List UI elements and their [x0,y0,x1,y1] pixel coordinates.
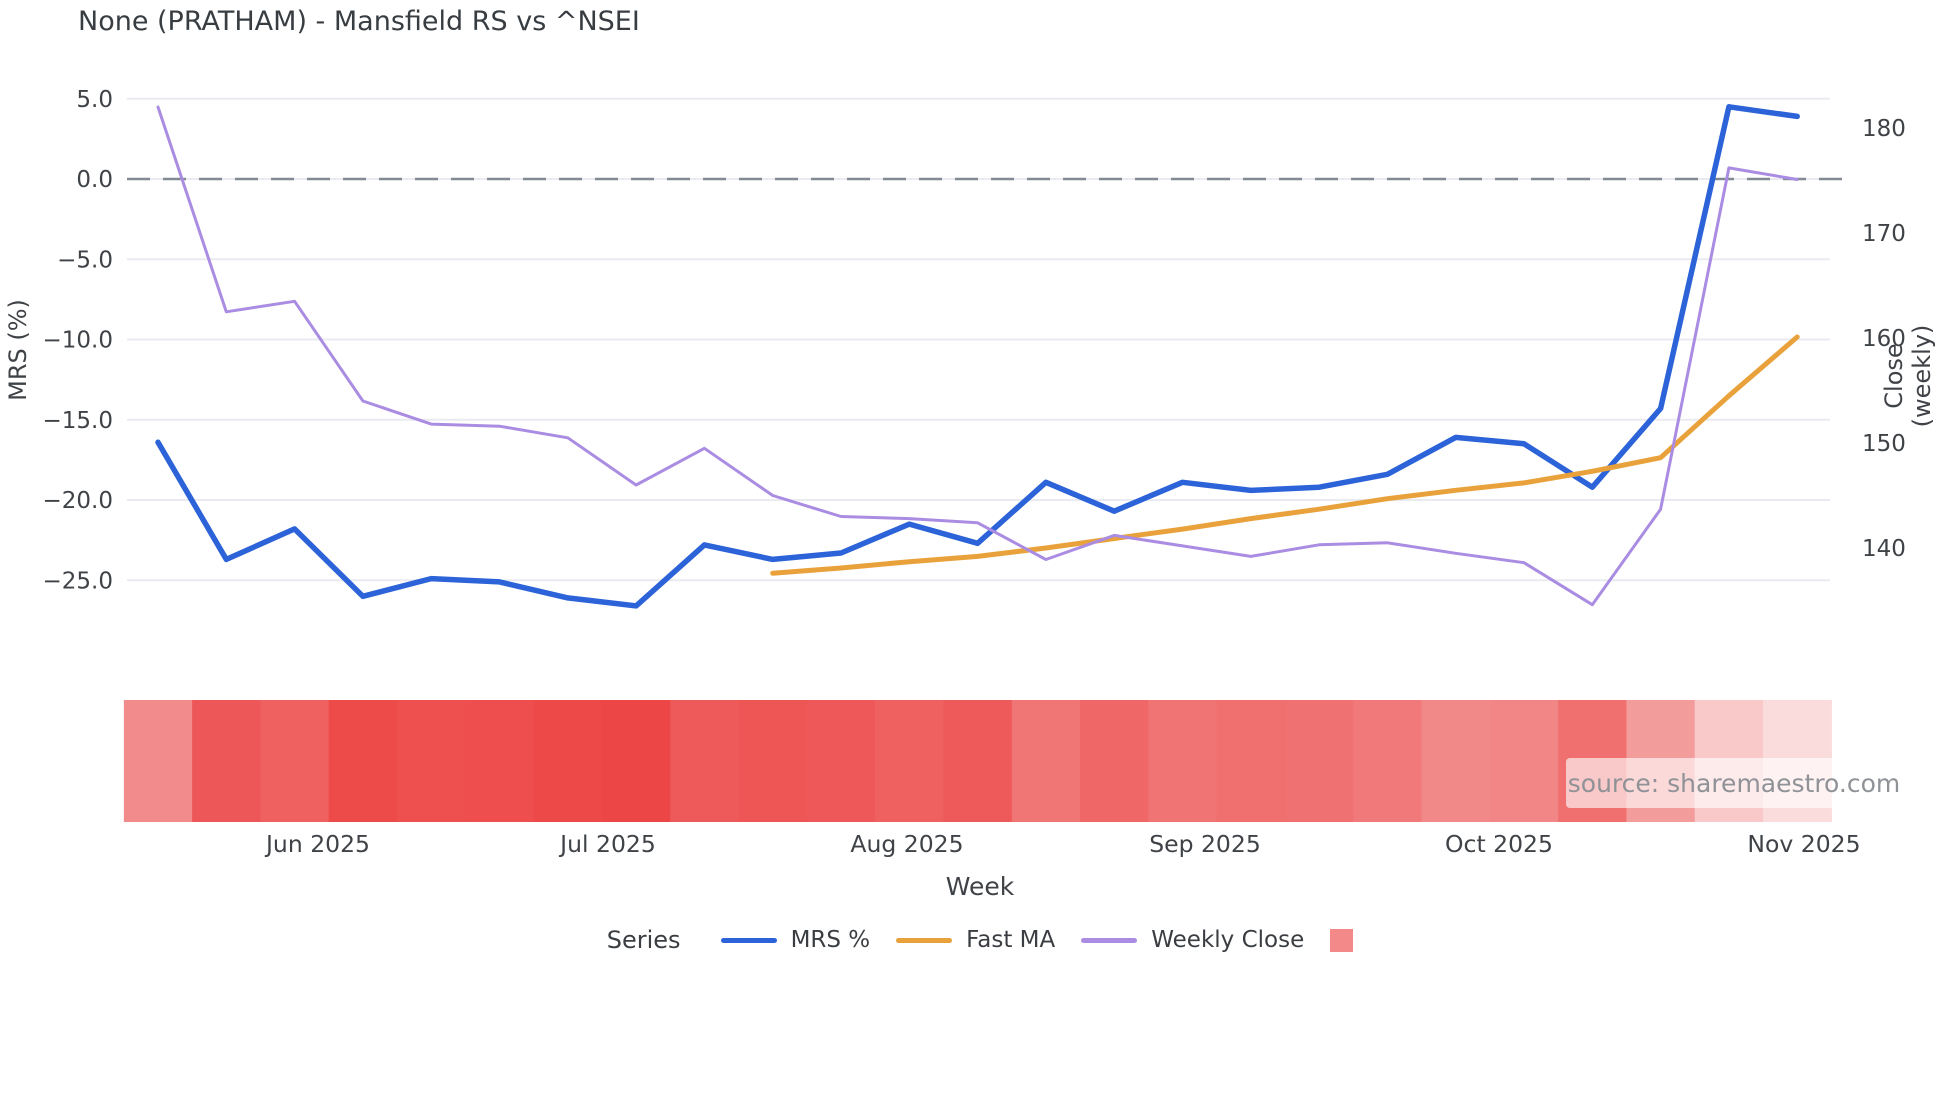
svg-text:5.0: 5.0 [76,87,113,113]
series-lines [155,104,1800,609]
svg-text:150: 150 [1862,431,1906,457]
x-axis-title: Week [945,872,1015,901]
svg-text:−25.0: −25.0 [43,568,113,594]
svg-text:−10.0: −10.0 [43,328,113,354]
y-axis-left-tick-labels: 5.0 0.0 −5.0 −10.0 −15.0 −20.0 −25.0 [43,87,113,595]
svg-text:170: 170 [1862,221,1906,247]
legend-line-swatch-icon [896,937,953,943]
svg-text:180: 180 [1862,116,1906,142]
legend-item-label: MRS % [790,927,871,953]
legend-item-heatmap[interactable] [1330,928,1354,952]
legend-item-label: Weekly Close [1151,927,1305,953]
legend-item-mrs-[interactable]: MRS % [720,927,871,953]
chart-title: None (PRATHAM) - Mansfield RS vs ^NSEI [78,6,640,37]
legend-item-fast-ma[interactable]: Fast MA [896,927,1055,953]
svg-text:0.0: 0.0 [76,167,113,193]
svg-text:Sep 2025: Sep 2025 [1149,830,1261,858]
source-text: source: sharemaestro.com [1567,768,1901,798]
legend-line-swatch-icon [720,937,777,943]
legend-square-swatch-icon [1330,928,1354,952]
y-axis-right-tick-labels: 180 170 160 150 140 [1862,116,1906,562]
source-watermark: source: sharemaestro.com [1566,758,1902,808]
svg-text:−15.0: −15.0 [43,408,113,434]
legend-line-swatch-icon [1081,937,1138,943]
legend-item-weekly-close[interactable]: Weekly Close [1081,927,1304,953]
legend-item-label: Fast MA [966,927,1056,953]
svg-text:Jul 2025: Jul 2025 [558,830,656,858]
svg-text:Nov 2025: Nov 2025 [1747,830,1860,858]
svg-text:−20.0: −20.0 [43,488,113,514]
gridlines [127,97,1830,582]
svg-text:Jun 2025: Jun 2025 [264,830,370,858]
legend: Series MRS % Fast MA Weekly Close [0,926,1960,954]
svg-text:140: 140 [1862,536,1906,562]
svg-text:Aug 2025: Aug 2025 [850,830,963,858]
legend-title: Series [606,926,681,954]
x-axis-tick-labels: Jun 2025 Jul 2025 Aug 2025 Sep 2025 Oct 2025… [264,830,1861,858]
svg-text:Oct 2025: Oct 2025 [1445,830,1553,858]
svg-text:160: 160 [1862,326,1906,352]
svg-text:−5.0: −5.0 [57,247,113,273]
